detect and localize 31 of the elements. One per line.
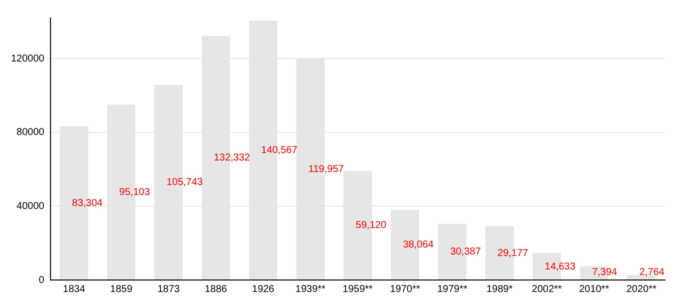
data-label: 132,332	[214, 152, 250, 164]
data-label: 29,177	[498, 248, 529, 259]
y-tick-label: 40000	[16, 200, 45, 212]
x-tick-label: 1989*	[486, 284, 513, 295]
data-label: 7,394	[592, 266, 618, 278]
x-tick-label: 2010**	[579, 284, 610, 295]
x-tick-label: 1873	[157, 284, 180, 295]
x-tick-label: 2002**	[532, 284, 562, 295]
data-label: 38,064	[402, 240, 434, 251]
x-tick-label: 1939**	[295, 284, 326, 295]
x-tick-label: 1886	[204, 284, 228, 295]
data-label: 14,633	[544, 261, 576, 272]
x-tick-label: 1859	[110, 284, 133, 295]
data-label: 59,120	[356, 220, 387, 232]
x-tick-label: 1979**	[437, 284, 468, 295]
x-tick-label: 1834	[62, 284, 86, 295]
data-label: 105,743	[166, 177, 204, 188]
data-label: 2,764	[639, 266, 665, 278]
data-label: 140,567	[261, 145, 298, 156]
y-tick-label: 120000	[10, 53, 45, 64]
x-tick-label: 1970**	[390, 284, 420, 295]
x-tick-label: 1926	[252, 284, 275, 295]
data-label: 83,304	[72, 198, 104, 209]
data-label: 119,957	[308, 164, 344, 176]
data-label: 30,387	[450, 246, 482, 258]
bar	[627, 274, 656, 280]
data-label: 95,103	[119, 187, 150, 198]
y-tick-label: 80000	[16, 127, 45, 138]
x-tick-label: 1959**	[342, 284, 373, 295]
y-tick-label: 0	[38, 274, 45, 286]
x-tick-label: 2020**	[626, 284, 656, 295]
